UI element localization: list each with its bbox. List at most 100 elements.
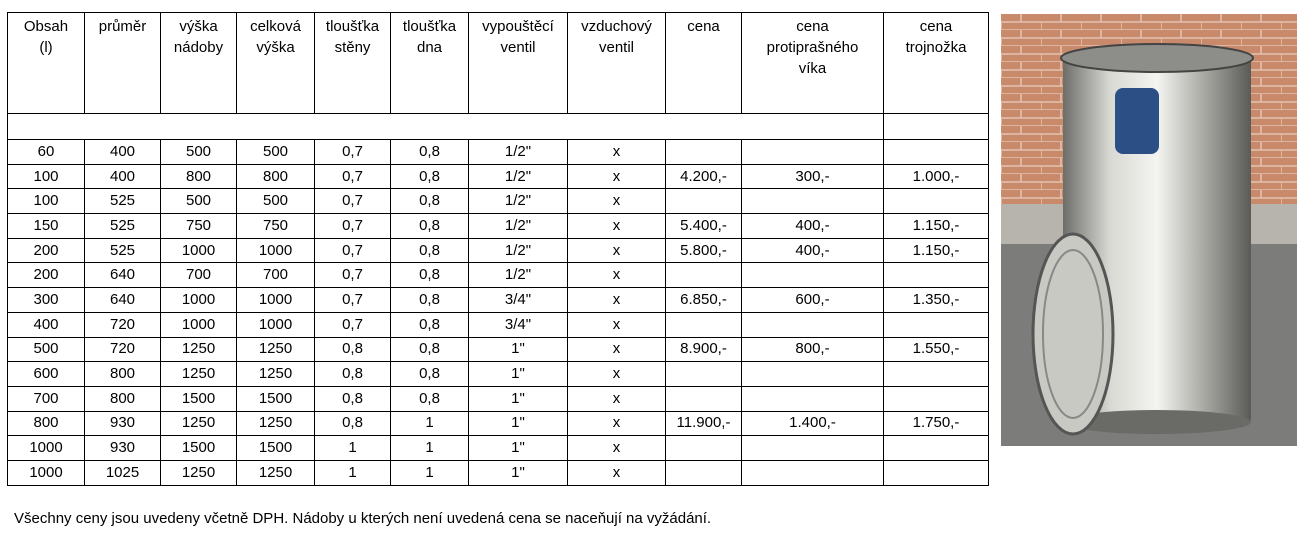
cell: 500: [160, 139, 237, 165]
cell: 1.000,-: [883, 163, 989, 190]
cell: 11.900,-: [665, 410, 742, 437]
cell: 1": [468, 435, 568, 461]
header-cell: Obsah (l): [7, 12, 85, 114]
cell: 150: [7, 213, 85, 239]
cell: 4.200,-: [665, 163, 742, 190]
cell: 0,7: [314, 237, 391, 264]
cell: x: [567, 336, 666, 363]
data-row: 500 720 1250 1250 0,8 0,8 1" x 8.900,- 800,- 1.550…: [7, 336, 989, 363]
cell: 1250: [160, 410, 237, 437]
cell: x: [567, 287, 666, 313]
cell: [741, 385, 884, 412]
header-line: vypouštěcí: [482, 18, 554, 35]
cell: x: [567, 262, 666, 289]
cell: 0,8: [390, 163, 469, 190]
cell: 300: [7, 287, 85, 313]
cell: 1000: [236, 311, 315, 338]
cell: 800: [84, 361, 161, 387]
cell: 700: [236, 262, 315, 289]
cell: [665, 435, 742, 461]
cell: 930: [84, 410, 161, 437]
cell: x: [567, 459, 666, 486]
data-row: 300 640 1000 1000 0,7 0,8 3/4" x 6.850,- 600,- 1.3…: [7, 287, 989, 313]
cell: 0,7: [314, 139, 391, 165]
cell: x: [567, 410, 666, 437]
cell: 1: [314, 459, 391, 486]
cell: [741, 435, 884, 461]
data-row: 1000 1025 1250 1250 1 1 1" x: [7, 459, 989, 486]
cell: 600: [7, 361, 85, 387]
header-line: vzduchový: [581, 18, 652, 35]
header-line: víka: [798, 60, 827, 77]
cell: [741, 188, 884, 215]
cell: [665, 361, 742, 387]
header-cell: průměr: [84, 12, 161, 114]
cell: [665, 262, 742, 289]
cell: 525: [84, 213, 161, 239]
cell: x: [567, 188, 666, 215]
cell: 0,7: [314, 163, 391, 190]
cell: [883, 361, 989, 387]
cell: 1.750,-: [883, 410, 989, 437]
cell: 1: [390, 410, 469, 437]
cell: [665, 311, 742, 338]
cell: 1/2": [468, 262, 568, 289]
cell: x: [567, 385, 666, 412]
header-line: Obsah: [23, 18, 69, 35]
cell: 1/2": [468, 188, 568, 215]
cell: [665, 385, 742, 412]
cell: x: [567, 163, 666, 190]
cell: 1.400,-: [741, 410, 884, 437]
cell: [883, 435, 989, 461]
cell: 0,7: [314, 262, 391, 289]
cell: 500: [160, 188, 237, 215]
cell: 1.150,-: [883, 237, 989, 264]
cell: 525: [84, 188, 161, 215]
header-line: průměr: [98, 18, 147, 35]
cell: 1.150,-: [883, 213, 989, 239]
cell: 700: [7, 385, 85, 412]
header-line: nádoby: [173, 39, 224, 56]
cell: [741, 361, 884, 387]
cell: 720: [84, 336, 161, 363]
cell: 500: [7, 336, 85, 363]
cell: 1500: [160, 435, 237, 461]
header-cell: tloušťka stěny: [314, 12, 391, 114]
cell: 800: [160, 163, 237, 190]
cell: 200: [7, 237, 85, 264]
cell: [883, 262, 989, 289]
cell: 400,-: [741, 213, 884, 239]
data-row: 400 720 1000 1000 0,7 0,8 3/4" x: [7, 311, 989, 338]
cell: 1250: [236, 336, 315, 363]
header-line: cena: [919, 18, 953, 35]
cell: 100: [7, 188, 85, 215]
header-line: ventil: [598, 39, 635, 56]
cell: 1250: [236, 361, 315, 387]
cell: x: [567, 311, 666, 338]
data-row: 200 640 700 700 0,7 0,8 1/2" x: [7, 262, 989, 289]
cell: 0,8: [390, 237, 469, 264]
cell: 300,-: [741, 163, 884, 190]
cell: 700: [160, 262, 237, 289]
cell: 1025: [84, 459, 161, 486]
cell: 100: [7, 163, 85, 190]
cell: 0,7: [314, 188, 391, 215]
cell: 0,7: [314, 311, 391, 338]
cell: 600,-: [741, 287, 884, 313]
cell: 0,8: [390, 262, 469, 289]
cell: x: [567, 361, 666, 387]
spacer-cell: [7, 113, 884, 140]
cell: 1": [468, 410, 568, 437]
cell: [741, 311, 884, 338]
cell: 1000: [236, 237, 315, 264]
cell: 0,8: [390, 385, 469, 412]
spacer-cell: [883, 113, 989, 140]
cell: 1500: [160, 385, 237, 412]
cell: 1000: [160, 311, 237, 338]
cell: 750: [160, 213, 237, 239]
cell: 1": [468, 361, 568, 387]
cell: x: [567, 435, 666, 461]
cell: 1/2": [468, 237, 568, 264]
cell: x: [567, 237, 666, 264]
